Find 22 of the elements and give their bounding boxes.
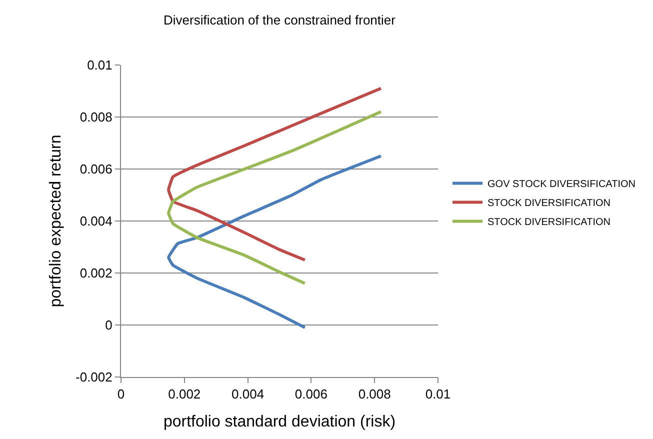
line-series [167, 154, 382, 330]
x-axis-title: portfolio standard deviation (risk) [163, 413, 396, 430]
chart-title: Diversification of the constrained frontier [164, 12, 396, 28]
line-series [167, 86, 382, 262]
y-tick-label: 0.002 [80, 266, 112, 281]
x-tick-label: 0.002 [168, 386, 201, 402]
x-tick-label: 0.006 [294, 386, 328, 402]
x-tick-label: 0.01 [425, 386, 451, 402]
y-tick-label: -0.002 [76, 370, 112, 385]
x-tick-label: 0.008 [358, 386, 391, 402]
legend-label: STOCK DIVERSIFICATION [488, 217, 610, 228]
line-series [167, 110, 382, 285]
y-tick-label: 0.01 [87, 58, 112, 73]
y-tick-label: 0.008 [80, 110, 112, 125]
legend-label: GOV STOCK DIVERSIFICATION [488, 179, 636, 190]
y-tick-label: 0 [105, 318, 112, 333]
x-tick-label: 0.004 [232, 386, 264, 402]
legend-label: STOCK DIVERSIFICATION [488, 198, 610, 210]
x-tick-label: 0 [117, 386, 125, 402]
y-tick-label: 0.004 [80, 214, 112, 229]
y-axis-title: portfolio expected return [47, 134, 64, 308]
y-tick-label: 0.006 [80, 162, 112, 177]
